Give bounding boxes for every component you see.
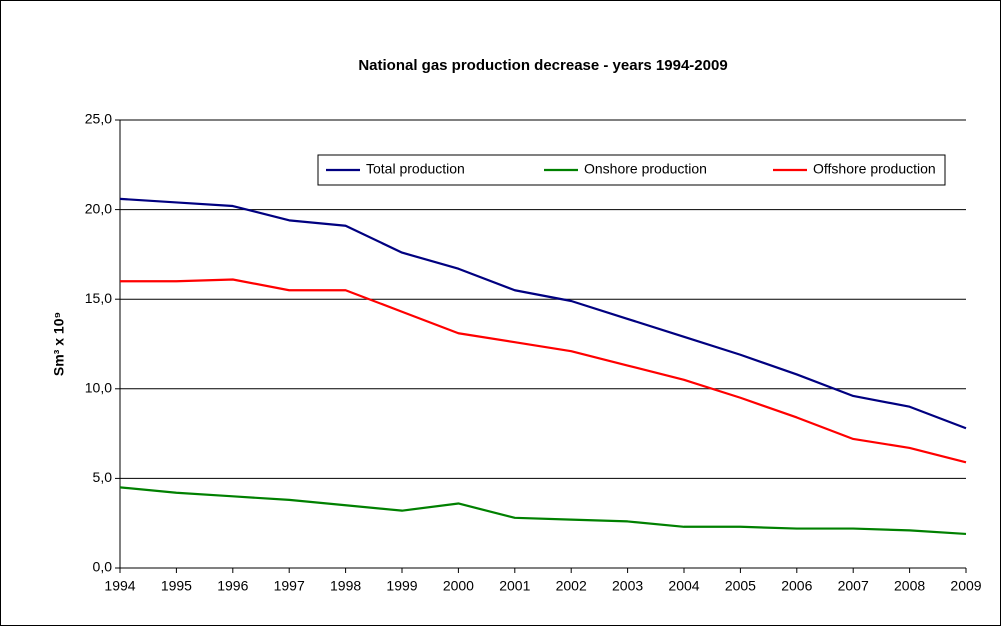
chart-title: National gas production decrease - years… bbox=[358, 57, 727, 74]
x-tick-label: 2006 bbox=[781, 578, 812, 594]
x-tick-label: 1997 bbox=[274, 578, 305, 594]
x-tick-label: 1994 bbox=[104, 578, 135, 594]
y-tick-label: 5,0 bbox=[93, 469, 113, 485]
y-tick-label: 15,0 bbox=[85, 290, 112, 306]
x-tick-label: 2003 bbox=[612, 578, 643, 594]
x-tick-label: 2005 bbox=[725, 578, 756, 594]
y-tick-label: 0,0 bbox=[93, 559, 113, 575]
series-line bbox=[119, 486, 967, 536]
x-tick-label: 1996 bbox=[217, 578, 248, 594]
x-tick-label: 2007 bbox=[838, 578, 869, 594]
x-tick-label: 1999 bbox=[386, 578, 417, 594]
x-tick-label: 1995 bbox=[161, 578, 192, 594]
x-tick-label: 2000 bbox=[443, 578, 474, 594]
legend-box bbox=[317, 154, 946, 186]
legend-label: Onshore production bbox=[584, 161, 707, 177]
x-tick-label: 2008 bbox=[894, 578, 925, 594]
y-tick-label: 20,0 bbox=[85, 200, 112, 216]
y-tick-label: 25,0 bbox=[85, 111, 112, 127]
y-tick-label: 10,0 bbox=[85, 380, 112, 396]
x-tick-label: 2004 bbox=[668, 578, 699, 594]
legend-label: Total production bbox=[366, 161, 465, 177]
x-tick-label: 2002 bbox=[556, 578, 587, 594]
y-axis-label: Sm³ x 10⁹ bbox=[51, 312, 67, 376]
x-tick-label: 2001 bbox=[499, 578, 530, 594]
x-tick-label: 2009 bbox=[950, 578, 981, 594]
x-tick-label: 1998 bbox=[330, 578, 361, 594]
series-line bbox=[120, 278, 967, 464]
legend-label: Offshore production bbox=[813, 161, 936, 177]
series-line bbox=[119, 197, 967, 430]
